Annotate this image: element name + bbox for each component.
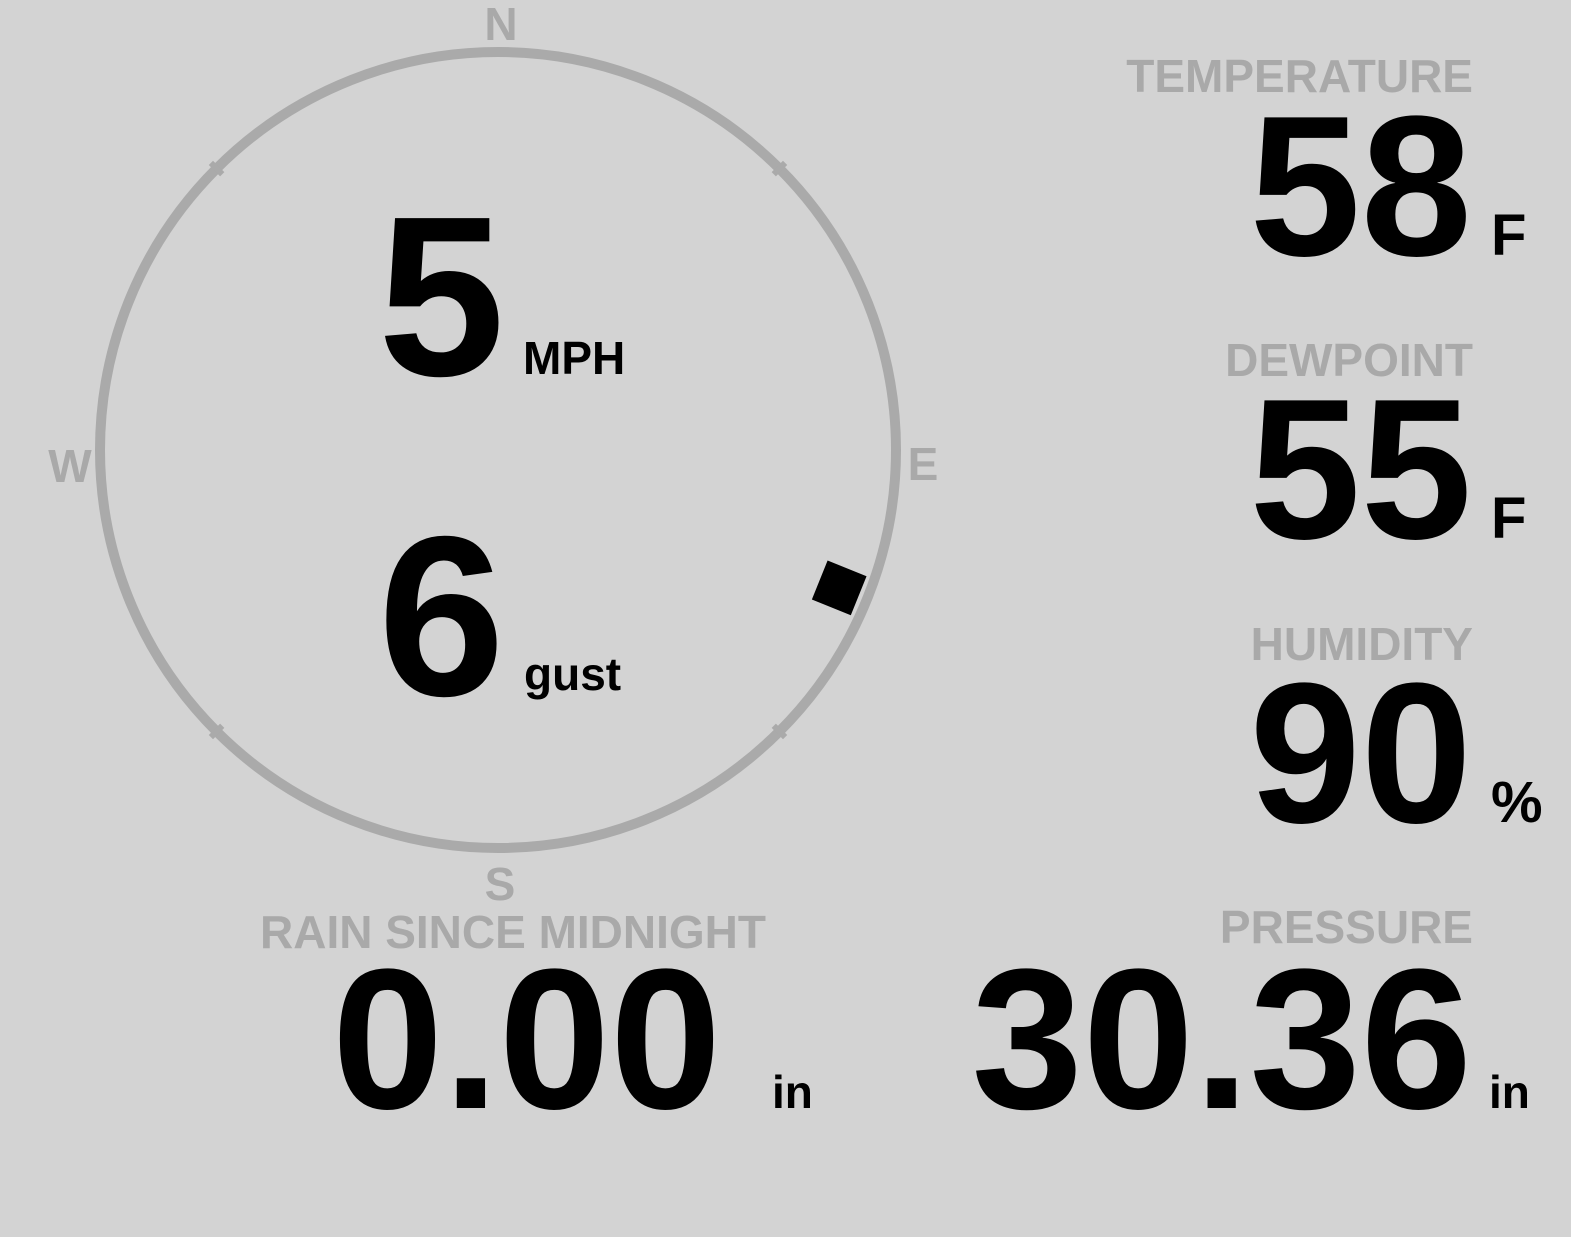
pressure-panel: PRESSURE 30.36 in bbox=[972, 901, 1530, 1151]
compass-east: E bbox=[908, 438, 939, 490]
temperature-panel: TEMPERATURE 58 F bbox=[1126, 50, 1526, 298]
compass-north: N bbox=[484, 0, 517, 50]
wind-compass: N S W E 5 MPH 6 gust bbox=[48, 0, 938, 910]
compass-tick bbox=[208, 160, 225, 177]
wind-gust-unit: gust bbox=[524, 648, 621, 700]
wind-speed-unit: MPH bbox=[523, 332, 625, 384]
rain-label: RAIN SINCE MIDNIGHT bbox=[260, 906, 766, 958]
humidity-label: HUMIDITY bbox=[1251, 618, 1473, 670]
wind-direction-marker bbox=[811, 560, 867, 616]
compass-tick bbox=[771, 160, 788, 177]
humidity-unit: % bbox=[1491, 770, 1543, 835]
dewpoint-panel: DEWPOINT 55 F bbox=[1225, 334, 1526, 581]
humidity-value: 90 bbox=[1250, 642, 1472, 865]
compass-tick bbox=[771, 723, 788, 740]
temperature-unit: F bbox=[1491, 203, 1526, 268]
pressure-value: 30.36 bbox=[972, 928, 1473, 1151]
dewpoint-unit: F bbox=[1491, 486, 1526, 551]
compass-ticks bbox=[208, 160, 788, 740]
compass-south: S bbox=[485, 858, 516, 910]
wind-gust-value: 6 bbox=[378, 490, 505, 744]
dewpoint-label: DEWPOINT bbox=[1225, 334, 1473, 386]
temperature-label: TEMPERATURE bbox=[1126, 50, 1473, 102]
rain-value: 0.00 bbox=[332, 928, 721, 1151]
temperature-value: 58 bbox=[1250, 75, 1472, 298]
compass-west: W bbox=[48, 440, 92, 492]
compass-tick bbox=[208, 723, 225, 740]
dewpoint-value: 55 bbox=[1250, 358, 1472, 581]
wind-speed-value: 5 bbox=[378, 170, 505, 424]
pressure-label: PRESSURE bbox=[1220, 901, 1473, 953]
pressure-unit: in bbox=[1489, 1066, 1530, 1118]
humidity-panel: HUMIDITY 90 % bbox=[1250, 618, 1543, 865]
rain-panel: RAIN SINCE MIDNIGHT 0.00 in bbox=[260, 906, 813, 1151]
compass-ring bbox=[95, 47, 901, 853]
rain-unit: in bbox=[772, 1066, 813, 1118]
